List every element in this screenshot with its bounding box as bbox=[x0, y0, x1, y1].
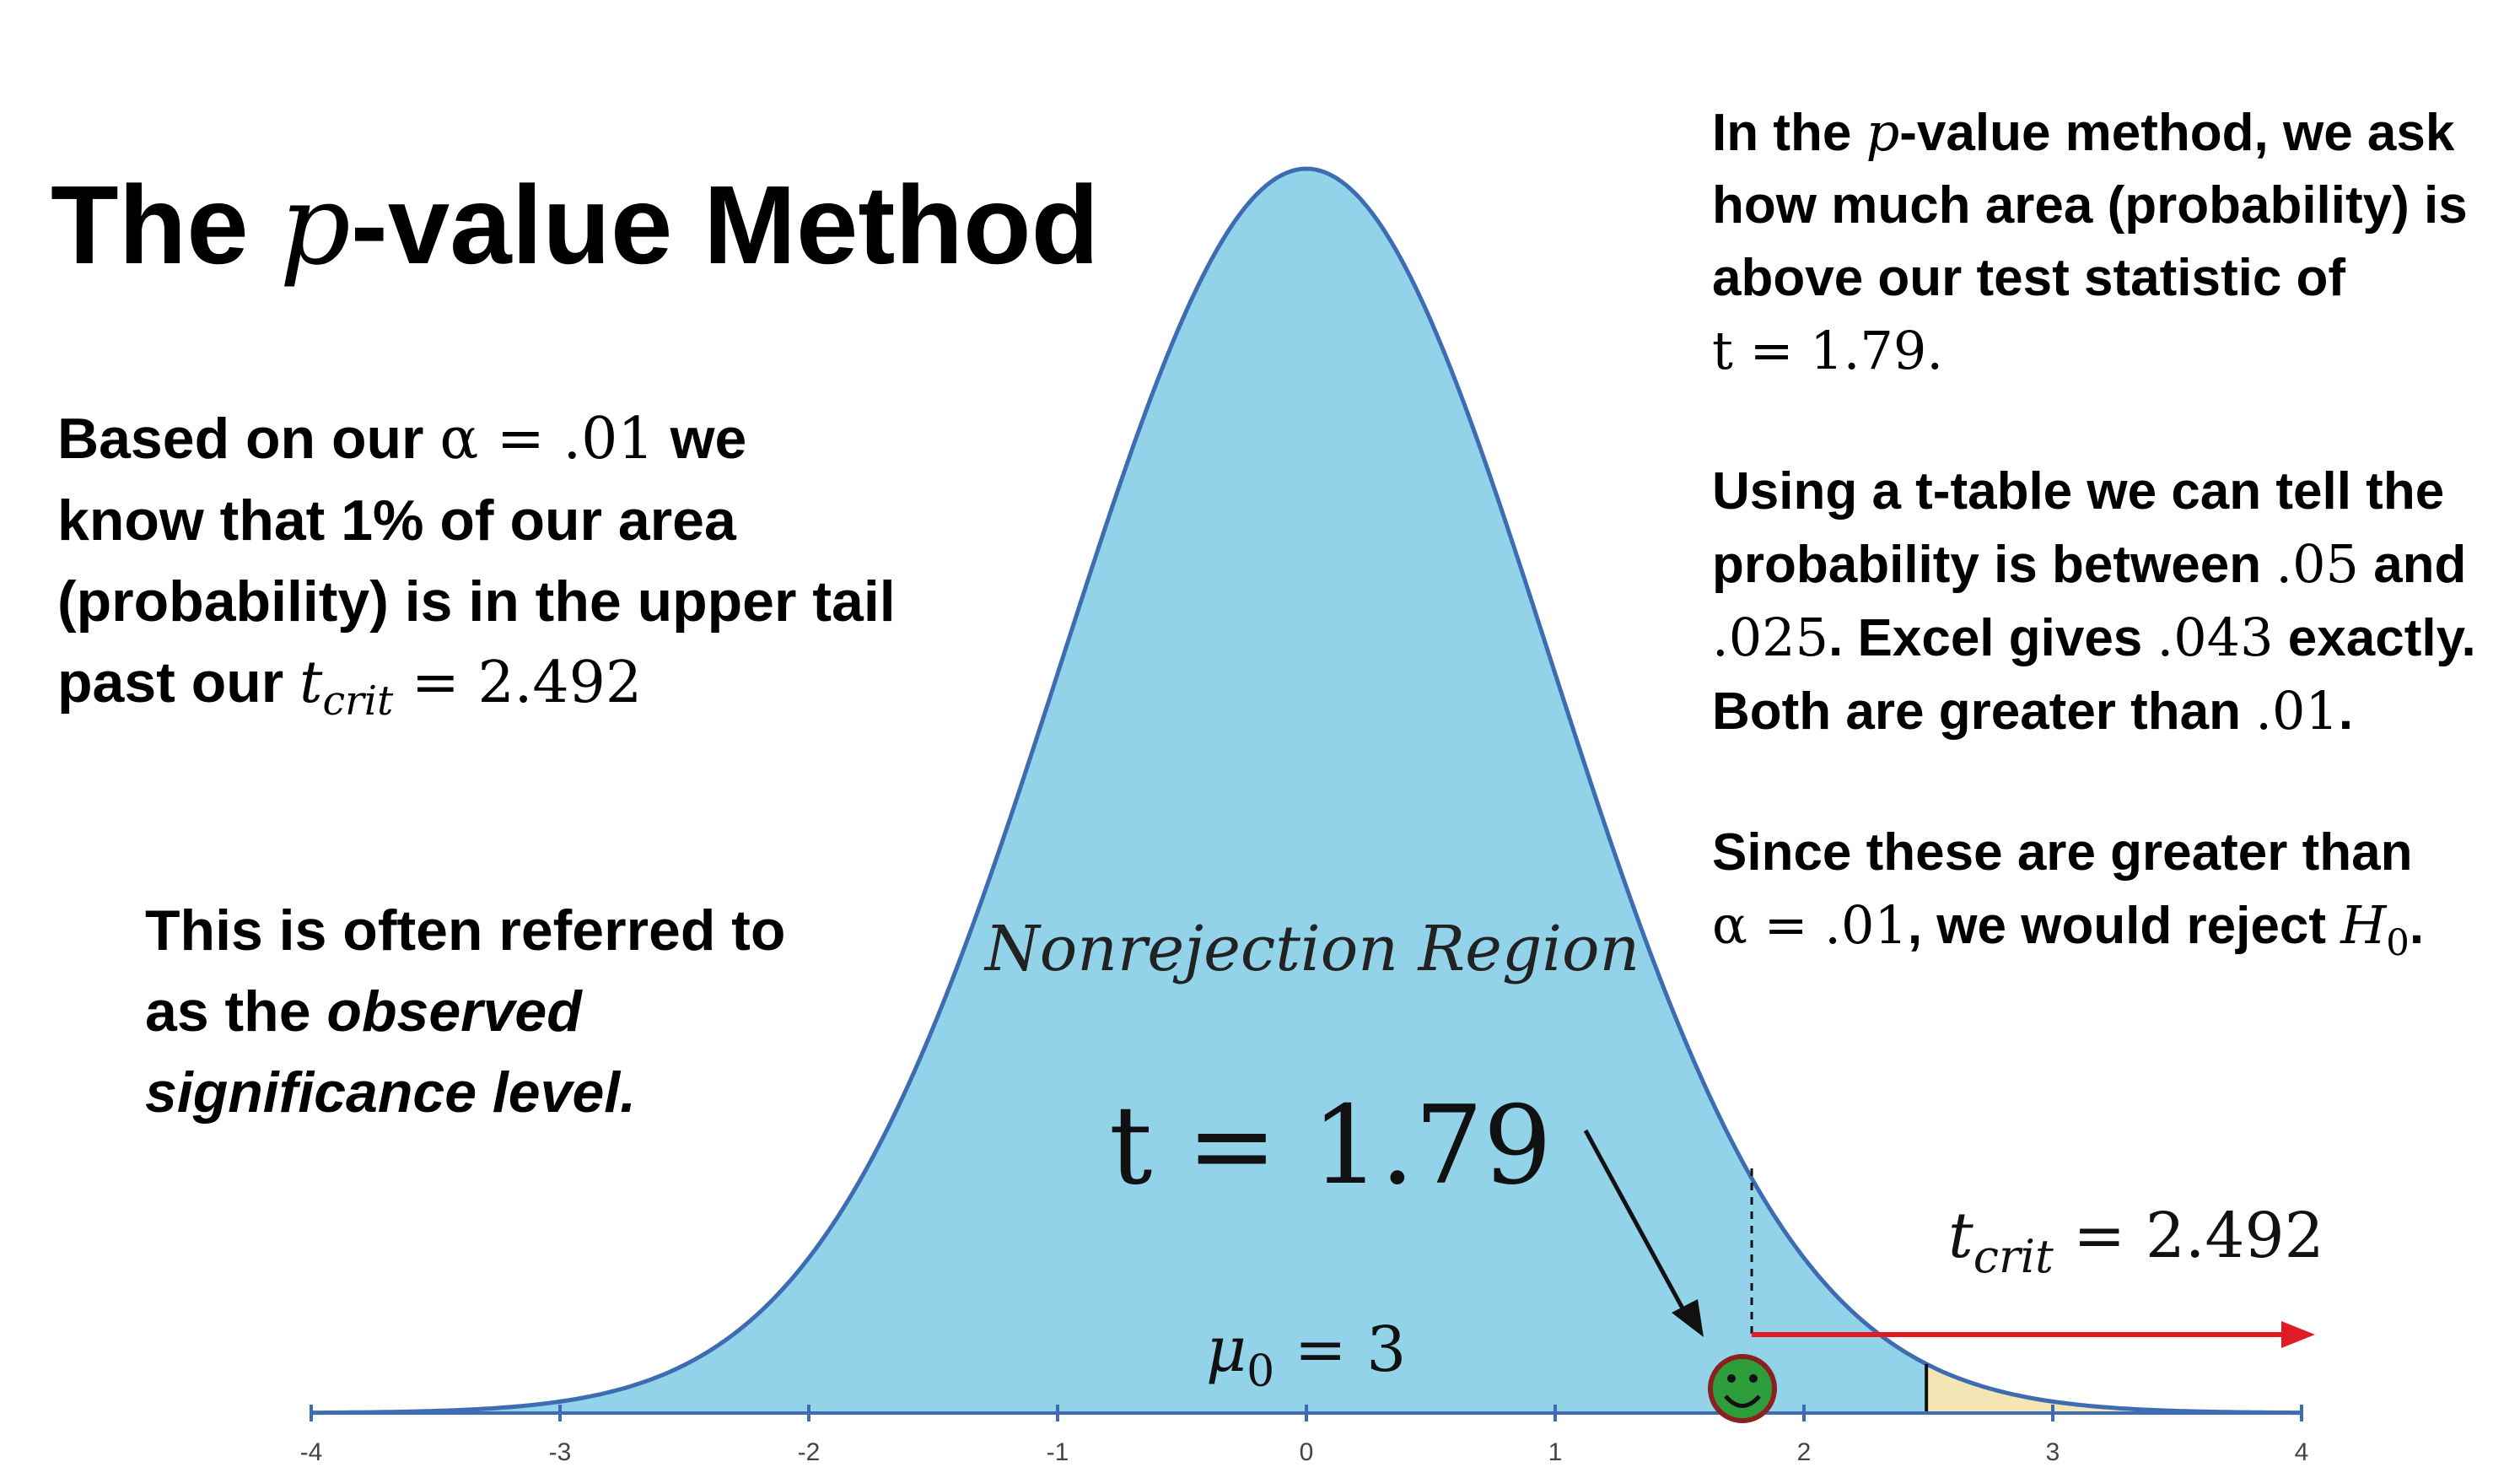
conclusion-text: Since these are greater than α = .01, we… bbox=[1712, 823, 2425, 964]
smiley-face-icon bbox=[1708, 1354, 1777, 1423]
x-tick-label: 3 bbox=[2046, 1438, 2060, 1466]
test-statistic-pointer bbox=[1583, 1129, 1689, 1318]
region-label: Nonrejection Region bbox=[983, 913, 1640, 985]
rejection-arrow-head bbox=[2281, 1321, 2315, 1348]
test-statistic-pointer-head bbox=[1672, 1299, 1704, 1337]
t-table-explanation: Using a t-table we can tell the probabil… bbox=[1712, 462, 2476, 742]
pvalue-method-explanation: In the p-value method, we ask how much a… bbox=[1712, 101, 2468, 381]
x-tick-label: 0 bbox=[1300, 1438, 1314, 1466]
distribution-curve bbox=[311, 166, 2302, 1416]
x-tick-label: -3 bbox=[549, 1438, 572, 1466]
nonrejection-area bbox=[311, 169, 1927, 1413]
x-axis-ticks: -4 -3 -2 -1 0 1 2 3 4 bbox=[300, 1405, 2309, 1466]
observed-significance-note: This is often referred to as the observe… bbox=[145, 898, 786, 1125]
x-tick-label: -2 bbox=[798, 1438, 821, 1466]
x-tick-label: -4 bbox=[300, 1438, 323, 1466]
x-tick-label: -1 bbox=[1047, 1438, 1069, 1466]
x-tick-label: 4 bbox=[2295, 1438, 2309, 1466]
x-tick-label: 2 bbox=[1797, 1438, 1812, 1466]
alpha-explanation: Based on our α = .01 we know that 1% of … bbox=[57, 406, 896, 726]
rejection-tail-area bbox=[1926, 1363, 2302, 1413]
tcrit-label: tcrit = 2.492 bbox=[1948, 1200, 2324, 1283]
page-title: The p-value Method bbox=[51, 160, 1100, 290]
test-statistic-label: t = 1.79 bbox=[1109, 1083, 1552, 1209]
mu-label: μ0 = 3 bbox=[1206, 1313, 1406, 1397]
x-tick-label: 1 bbox=[1548, 1438, 1563, 1466]
